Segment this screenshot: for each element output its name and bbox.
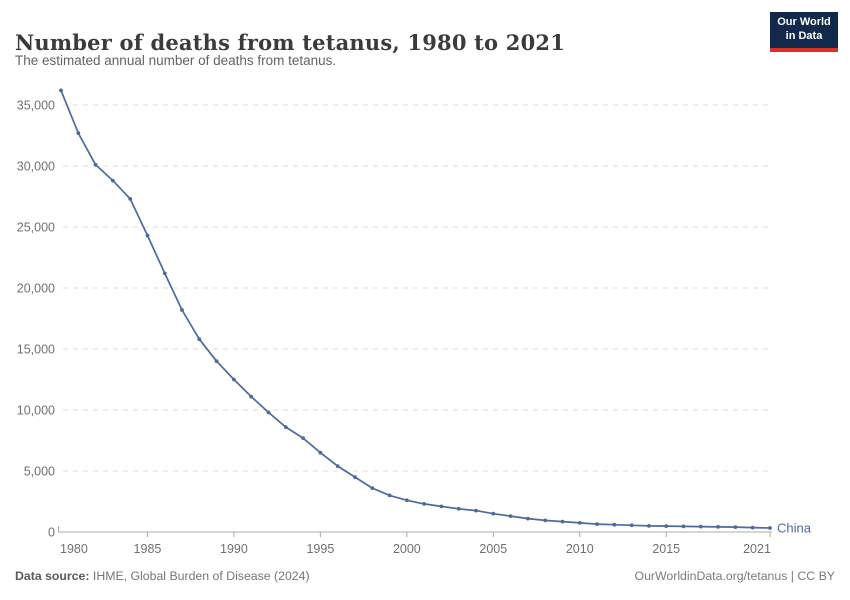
data-point: [733, 525, 738, 529]
x-axis-tick-label: 1990: [220, 542, 248, 556]
chart-title: Number of deaths from tetanus, 1980 to 2…: [15, 30, 566, 56]
chart-subtitle: The estimated annual number of deaths fr…: [15, 53, 337, 68]
data-point: [93, 162, 98, 167]
data-point: [681, 524, 686, 529]
data-point: [629, 523, 634, 528]
data-point: [180, 308, 184, 312]
x-axis-tick-label: 2021: [743, 542, 771, 556]
chart-footer: Data source: IHME, Global Burden of Dise…: [15, 569, 835, 583]
data-point: [750, 525, 755, 530]
data-point: [526, 516, 530, 521]
data-point: [560, 519, 565, 524]
x-axis-tick-label: 2000: [393, 542, 421, 556]
y-axis-tick-label: 20,000: [17, 282, 55, 296]
data-point: [474, 508, 478, 513]
data-point: [283, 425, 288, 429]
data-point: [249, 394, 254, 399]
data-point: [698, 524, 703, 529]
data-point: [577, 521, 582, 525]
data-point: [318, 450, 323, 455]
data-point: [266, 410, 271, 415]
y-axis-tick-label: 10,000: [17, 404, 55, 418]
data-point: [439, 504, 444, 509]
data-point: [301, 436, 305, 440]
data-point: [387, 493, 392, 498]
data-point: [335, 464, 340, 468]
y-axis-tick-label: 30,000: [17, 160, 55, 174]
x-axis-tick-label: 2015: [652, 542, 680, 556]
x-axis-tick-label: 1995: [306, 542, 334, 556]
x-axis-tick-label: 1985: [134, 542, 162, 556]
owid-logo-line2: in Data: [785, 30, 823, 42]
data-point: [422, 502, 426, 506]
y-axis-tick-label: 35,000: [17, 99, 55, 113]
x-axis-tick-label: 2010: [566, 542, 594, 556]
data-point: [59, 88, 63, 93]
owid-logo[interactable]: Our World in Data: [770, 12, 838, 52]
data-point: [232, 377, 236, 382]
data-point: [768, 526, 772, 530]
data-source-text: IHME, Global Burden of Disease (2024): [89, 569, 310, 583]
data-point: [456, 506, 461, 511]
data-point: [716, 525, 720, 529]
data-point: [664, 524, 669, 528]
data-point: [197, 337, 202, 342]
owid-logo-line1: Our World: [777, 16, 831, 29]
x-axis-tick-label: 2005: [479, 542, 507, 556]
data-point: [491, 511, 496, 516]
entity-label[interactable]: China: [777, 520, 812, 535]
data-point: [128, 197, 133, 201]
y-axis-tick-label: 15,000: [17, 343, 55, 357]
y-axis-tick-label: 25,000: [17, 221, 55, 235]
license-note[interactable]: OurWorldinData.org/tetanus | CC BY: [634, 569, 836, 583]
data-point: [111, 178, 115, 183]
data-point: [145, 233, 150, 238]
data-point: [543, 518, 548, 523]
data-point: [214, 359, 219, 364]
data-source-label: Data source:: [15, 569, 90, 583]
data-source-note: Data source: IHME, Global Burden of Dise…: [15, 569, 310, 583]
data-point: [370, 486, 375, 490]
data-point: [405, 498, 409, 503]
data-point: [162, 271, 167, 276]
data-point: [647, 524, 651, 528]
data-point: [508, 514, 513, 518]
x-axis-tick-label: 1980: [60, 542, 88, 556]
data-point: [353, 475, 357, 479]
data-point: [76, 131, 81, 136]
data-point: [612, 522, 617, 527]
y-axis-tick-label: 5,000: [24, 465, 55, 479]
data-point: [595, 522, 599, 526]
y-axis-tick-label: 0: [48, 526, 55, 540]
series-line: [60, 89, 771, 529]
